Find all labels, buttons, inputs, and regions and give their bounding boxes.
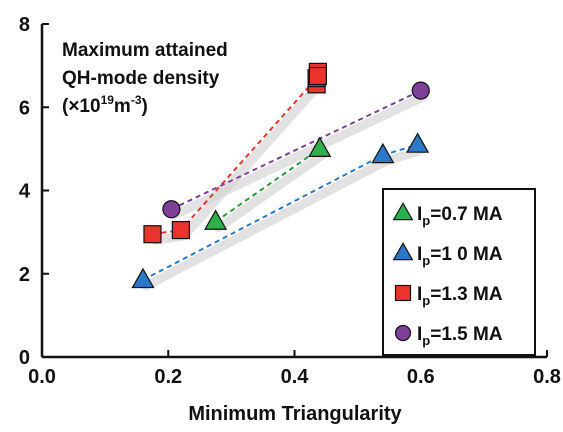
y-ticks: 0 2 4 6 8 (19, 14, 49, 369)
y-tick-label: 0 (19, 347, 30, 369)
legend-label: Ip=0.7 MA (417, 204, 503, 228)
data-points (131, 62, 430, 289)
series-shadow (141, 146, 426, 291)
data-point (411, 81, 430, 100)
legend: Ip=0.7 MA Ip=1 0 MA Ip=1.3 MA Ip=1.5 MA (382, 188, 536, 356)
legend-marker (392, 242, 414, 261)
x-tick-label: 0.6 (407, 366, 435, 388)
annotation-line-3: (×1019m-3) (62, 93, 148, 117)
x-axis-title: Minimum Triangularity (188, 403, 402, 425)
legend-label: Ip=1 0 MA (417, 244, 503, 268)
x-tick-label: 0.0 (28, 366, 56, 388)
data-point (406, 132, 430, 153)
data-point (131, 267, 155, 289)
legend-label: Ip=1.3 MA (417, 284, 503, 308)
y-tick-label: 4 (19, 181, 31, 203)
series-shadow (214, 150, 328, 233)
data-point (162, 200, 181, 219)
annotation-line-1: Maximum attained (62, 40, 228, 61)
series-line (170, 89, 422, 211)
legend-label: Ip=1.5 MA (417, 324, 503, 348)
legend-marker (394, 284, 412, 302)
data-point (308, 66, 327, 86)
series-shadow (169, 92, 429, 220)
legend-marker (394, 324, 412, 342)
x-ticks: 0.0 0.2 0.4 0.6 0.8 (28, 350, 561, 388)
annotation-line-2: QH-mode density (62, 68, 220, 89)
series-line (215, 148, 321, 223)
data-point (308, 136, 332, 157)
data-point (171, 220, 190, 240)
x-tick-label: 0.2 (154, 366, 182, 388)
trend-lines (142, 71, 422, 281)
x-tick-label: 0.4 (281, 366, 310, 388)
legend-marker (392, 202, 414, 221)
data-point (371, 142, 395, 164)
y-tick-label: 6 (19, 97, 30, 119)
x-tick-label: 0.8 (533, 366, 561, 388)
y-tick-label: 8 (19, 14, 30, 36)
data-point (143, 225, 162, 244)
y-tick-label: 2 (19, 264, 30, 286)
data-point (204, 209, 228, 230)
